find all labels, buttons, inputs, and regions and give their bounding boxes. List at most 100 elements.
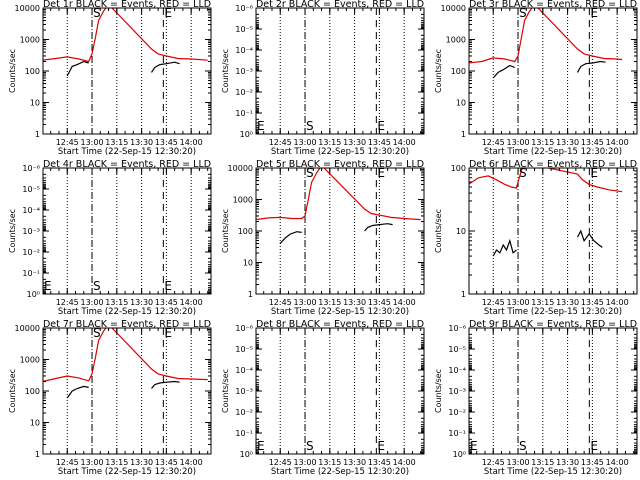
x-tick-label: 13:15 <box>318 458 341 467</box>
x-tick-label: 13:30 <box>130 458 153 467</box>
y-tick-label: 10 <box>243 259 253 268</box>
y-tick-label: 1000 <box>233 196 253 205</box>
y-tick-label: 10⁻⁶ <box>22 164 40 173</box>
x-axis-label: Start Time (22-Sep-15 12:30:20) <box>58 467 196 477</box>
x-tick-label: 13:15 <box>531 458 554 467</box>
end-marker-label: E <box>44 279 52 293</box>
y-tick-label: 10⁻⁵ <box>448 345 466 354</box>
y-tick-label: 100 <box>451 67 466 76</box>
panel-title: Det 1r BLACK = Events, RED = LLD <box>43 0 211 10</box>
y-tick-label: 10⁻⁵ <box>22 185 40 194</box>
y-tick-label: 10⁻⁴ <box>448 366 466 375</box>
y-tick-label: 10⁰ <box>240 450 253 459</box>
y-tick-label: 10⁻⁴ <box>235 46 253 55</box>
lld-series-line <box>43 328 208 383</box>
y-tick-label: 10⁻¹ <box>448 429 466 438</box>
plot-frame <box>42 167 212 295</box>
panel-title: Det 5r BLACK = Events, RED = LLD <box>256 159 424 170</box>
y-tick-label: 10⁻² <box>22 248 40 257</box>
x-axis-label: Start Time (22-Sep-15 12:30:20) <box>484 307 622 317</box>
x-tick-label: 14:00 <box>606 458 629 467</box>
start-marker-label: S <box>306 166 314 180</box>
x-tick-label: 13:45 <box>581 298 604 307</box>
y-tick-label: 10⁻² <box>235 408 253 417</box>
events-series-line <box>492 60 606 79</box>
plot-frame <box>42 7 212 135</box>
start-marker-label: S <box>519 166 527 180</box>
x-tick-label: 13:00 <box>293 138 316 147</box>
y-tick-label: 1000 <box>20 356 40 365</box>
y-tick-label: 10000 <box>15 4 40 13</box>
start-marker-label: S <box>306 119 314 133</box>
x-tick-label: 13:15 <box>318 298 341 307</box>
x-tick-label: 12:45 <box>482 298 505 307</box>
y-tick-label: 1 <box>248 290 253 299</box>
x-tick-label: 12:45 <box>56 458 79 467</box>
x-tick-label: 13:30 <box>343 138 366 147</box>
x-tick-label: 14:00 <box>606 138 629 147</box>
y-tick-label: 1 <box>35 130 40 139</box>
x-tick-label: 12:45 <box>269 138 292 147</box>
x-tick-label: 13:15 <box>105 298 128 307</box>
panel-title: Det 4r BLACK = Events, RED = LLD <box>43 159 211 170</box>
x-tick-label: 13:30 <box>343 298 366 307</box>
x-tick-label: 12:45 <box>482 138 505 147</box>
y-axis-label: Counts/sec <box>434 49 443 93</box>
y-tick-label: 10 <box>456 99 466 108</box>
x-tick-label: 14:00 <box>393 298 416 307</box>
x-tick-label: 13:30 <box>130 138 153 147</box>
end-marker-label: E <box>257 439 265 453</box>
y-tick-label: 10⁻³ <box>235 387 253 396</box>
x-tick-label: 13:45 <box>155 138 178 147</box>
x-tick-label: 13:30 <box>556 298 579 307</box>
y-tick-label: 100 <box>25 67 40 76</box>
y-tick-label: 1 <box>35 450 40 459</box>
y-tick-label: 10⁻³ <box>448 387 466 396</box>
x-tick-label: 13:45 <box>155 298 178 307</box>
x-tick-label: 13:15 <box>531 298 554 307</box>
x-axis-label: Start Time (22-Sep-15 12:30:20) <box>58 307 196 317</box>
y-tick-label: 10 <box>30 99 40 108</box>
start-marker-label: S <box>519 6 527 20</box>
x-tick-label: 13:00 <box>506 458 529 467</box>
x-tick-label: 12:45 <box>56 138 79 147</box>
y-tick-label: 1 <box>461 290 466 299</box>
plot-frame <box>468 327 638 455</box>
x-tick-label: 13:45 <box>581 458 604 467</box>
x-tick-label: 13:00 <box>506 138 529 147</box>
x-tick-label: 13:15 <box>105 458 128 467</box>
panel-title: Det 2r BLACK = Events, RED = LLD <box>256 0 424 10</box>
y-tick-label: 10⁻⁵ <box>235 25 253 34</box>
y-tick-label: 10⁰ <box>27 290 40 299</box>
y-tick-label: 10⁻⁶ <box>235 4 253 13</box>
start-marker-label: S <box>519 439 527 453</box>
y-axis-label: Counts/sec <box>221 369 230 413</box>
plot-frame <box>255 327 425 455</box>
end-marker-label: E <box>377 166 385 180</box>
x-tick-label: 12:45 <box>56 298 79 307</box>
start-marker-label: S <box>93 326 101 340</box>
x-tick-label: 13:15 <box>105 138 128 147</box>
x-tick-label: 13:45 <box>155 458 178 467</box>
y-tick-label: 10⁻¹ <box>22 269 40 278</box>
end-marker-label: E <box>164 326 172 340</box>
y-tick-label: 10000 <box>228 164 253 173</box>
start-marker-label: S <box>306 439 314 453</box>
plot-frame <box>468 7 638 135</box>
y-tick-label: 10000 <box>15 324 40 333</box>
y-tick-label: 10 <box>456 227 466 236</box>
plot-frame <box>42 327 212 455</box>
y-tick-label: 10⁻⁵ <box>235 345 253 354</box>
x-tick-label: 14:00 <box>606 298 629 307</box>
x-tick-label: 12:45 <box>482 458 505 467</box>
x-tick-label: 13:00 <box>293 298 316 307</box>
x-tick-label: 13:00 <box>293 458 316 467</box>
end-marker-label: E <box>377 439 385 453</box>
y-tick-label: 10⁰ <box>240 130 253 139</box>
x-axis-label: Start Time (22-Sep-15 12:30:20) <box>58 147 196 157</box>
y-tick-label: 10⁻¹ <box>235 429 253 438</box>
x-tick-label: 13:45 <box>581 138 604 147</box>
